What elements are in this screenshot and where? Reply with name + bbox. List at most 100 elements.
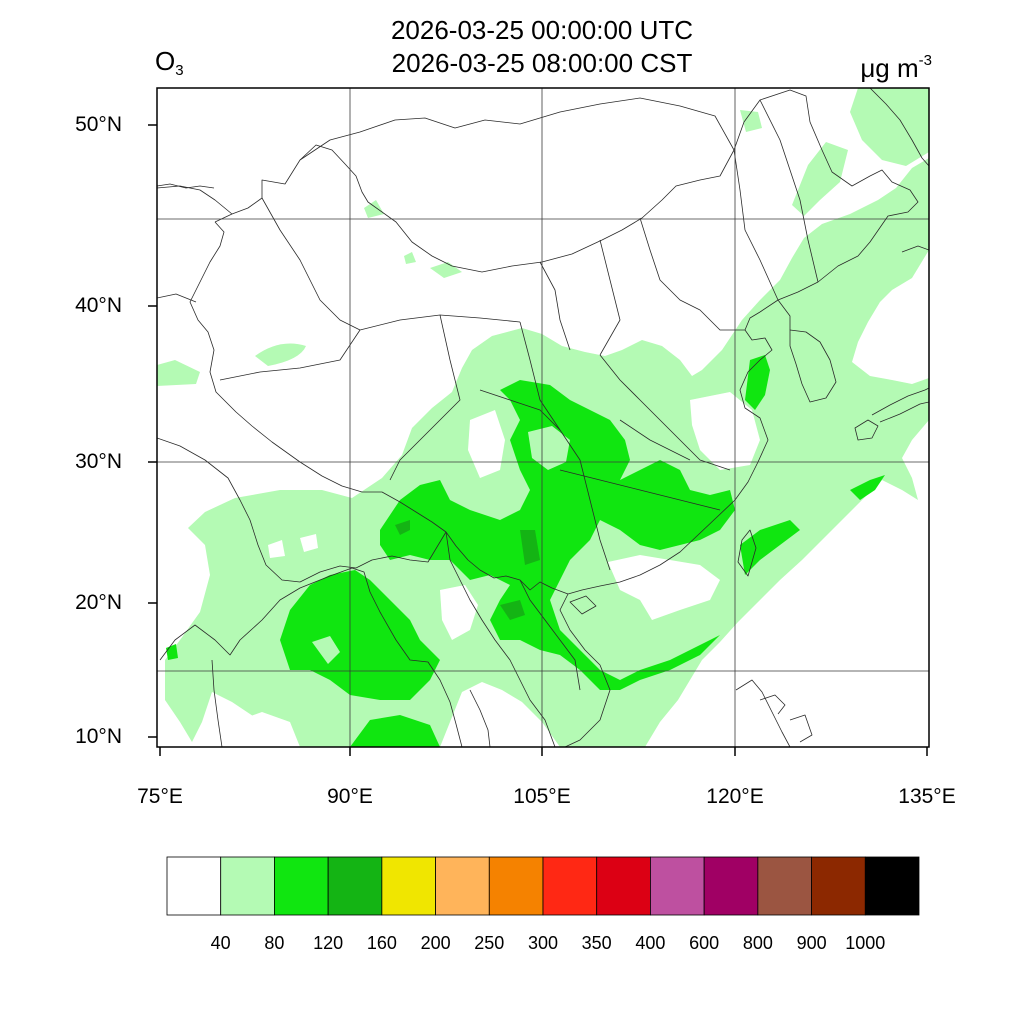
ozone-region [430,262,462,278]
province-border [261,197,361,331]
lat-label-30n: 30°N [75,450,122,473]
ozone-region [608,555,720,620]
country-border [189,221,569,595]
ozone-region [500,600,525,620]
colorbar-label: 900 [796,933,827,953]
ozone-region [440,585,478,640]
country-border [299,97,735,161]
units-exponent: -3 [918,52,932,69]
lon-label-90e: 90°E [327,785,373,808]
coastline [869,88,929,167]
colorbar-label: 200 [420,933,451,953]
ozone-region [300,534,318,552]
colorbar-label: 120 [313,933,344,953]
variable-label: O3 [155,44,184,88]
ozone-region [166,644,178,660]
country-border [157,437,357,583]
colorbar-label: 400 [635,933,666,953]
ozone-region [468,410,505,478]
colorbar-label: 80 [264,933,285,953]
country-border [519,579,581,691]
ozone-region [255,343,306,366]
lat-label-10n: 10°N [75,725,122,748]
boundaries [157,88,929,747]
colorbar-box [166,856,222,916]
coastline [871,387,929,416]
ozone-region [364,200,384,218]
lat-label-40n: 40°N [75,294,122,317]
ozone-region [850,475,885,500]
colorbar-box [596,856,651,916]
coastline [735,679,791,747]
colorbar-label: 350 [581,933,612,953]
colorbar-box [274,856,329,916]
country-border [157,185,233,215]
colorbar-label: 1000 [845,933,886,953]
colorbar-box [864,856,920,916]
colorbar-box [757,856,812,916]
colorbar [166,856,920,916]
ozone-region [395,520,410,535]
coastline [211,659,223,747]
axis-ticks [148,124,928,756]
lat-label-50n: 50°N [75,113,122,136]
graticule [157,88,929,747]
coastline [159,567,463,747]
lat-label-20n: 20°N [75,591,122,614]
coastline [879,401,929,423]
province-border [219,329,361,381]
province-border [539,261,571,351]
lon-label-105e: 105°E [513,785,571,808]
province-border [389,314,461,481]
province-border [519,321,611,571]
map-title-cst: 2026-03-25 08:00:00 CST [391,48,693,78]
province-border [759,99,819,283]
coastline [469,689,491,747]
coastline [901,245,929,253]
coastline [559,593,611,747]
ozone-region [740,520,800,575]
ozone-region [157,360,200,386]
lon-label-75e: 75°E [137,785,183,808]
ozone-region [238,712,300,747]
country-border [214,89,919,313]
colorbar-box [703,856,759,916]
map-content [157,88,929,747]
coastline [157,183,215,189]
ozone-region [404,252,416,264]
colorbar-box [488,856,544,916]
ozone-region [350,715,440,747]
ozone-region [850,88,929,166]
country-border [157,293,197,303]
ozone-fill-below-40 [238,392,760,747]
coastline [567,311,773,595]
colorbar-box [220,856,275,916]
ozone-region [528,426,570,470]
colorbar-label: 40 [210,933,231,953]
colorbar-box [381,856,436,916]
colorbar-label: 250 [474,933,505,953]
province-border [733,149,779,301]
ozone-region [520,530,540,565]
country-border [777,299,791,330]
colorbar-label: 160 [366,933,397,953]
coastline [569,595,597,615]
province-border [599,354,731,471]
colorbar-box [327,856,383,916]
ozone-region [280,570,440,700]
coastline [737,529,757,577]
variable-subscript: 3 [175,62,184,79]
colorbar-box [811,856,866,916]
lon-label-135e: 135°E [898,785,956,808]
ozone-region [312,636,340,664]
coastline [789,714,813,743]
colorbar-label: 800 [742,933,773,953]
ozone-region [380,380,735,690]
lon-label-120e: 120°E [706,785,764,808]
colorbar-label: 300 [527,933,559,953]
colorbar-box [435,856,490,916]
map-frame [156,87,930,748]
ozone-fill-120-160 [395,520,540,620]
ozone-region [690,392,760,470]
